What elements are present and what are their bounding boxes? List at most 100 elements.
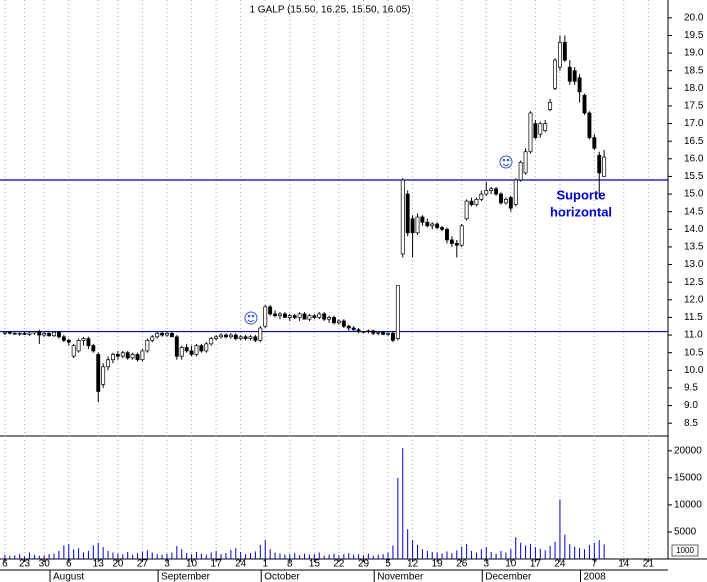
month-label: November xyxy=(377,572,424,582)
candle-body xyxy=(189,350,194,355)
candle-body xyxy=(263,306,268,327)
candle-body xyxy=(582,95,587,114)
y-tick-label: 11.0 xyxy=(684,330,703,341)
y-tick-label: 11.5 xyxy=(684,312,703,323)
candle-body xyxy=(37,331,42,336)
y-tick-label: 10.5 xyxy=(684,347,704,358)
candle-body xyxy=(47,332,52,337)
candle-body xyxy=(445,228,449,241)
candle-body xyxy=(557,42,562,68)
candle-body xyxy=(474,199,479,205)
annotation: horizontal xyxy=(550,204,612,219)
candle-body xyxy=(341,320,346,327)
candle-body xyxy=(390,332,395,341)
x-tick-label: 27 xyxy=(137,559,149,570)
candle-body xyxy=(125,352,130,359)
x-tick-label: 12 xyxy=(407,559,419,570)
candle-body xyxy=(130,354,135,359)
x-tick-label: 24 xyxy=(554,559,566,570)
y-tick-label: 15.0 xyxy=(684,189,704,200)
y-tick-label: 13.5 xyxy=(684,242,704,253)
smiley xyxy=(244,311,258,325)
candle-body xyxy=(194,345,199,355)
candle-body xyxy=(120,352,125,357)
candle-body xyxy=(386,332,390,335)
y-tick-label: 16.5 xyxy=(684,136,704,147)
volume-tick-label: 10000 xyxy=(674,500,702,511)
y-tick-label: 12.0 xyxy=(684,294,704,305)
candle-body xyxy=(346,325,351,329)
candle-body xyxy=(440,227,445,230)
candle-body xyxy=(32,331,37,334)
candle-body xyxy=(287,315,292,318)
y-tick-label: 8.5 xyxy=(684,418,698,429)
volume-tick-label: 15000 xyxy=(674,473,702,484)
candle-body xyxy=(17,332,22,335)
y-tick-label: 19.0 xyxy=(684,48,704,59)
candle-body xyxy=(204,343,209,352)
candle-body xyxy=(199,345,204,352)
candle-body xyxy=(464,200,469,220)
unit-box xyxy=(671,544,699,557)
candle-body xyxy=(165,332,169,336)
candle-body xyxy=(405,193,410,234)
x-tick-label: 19 xyxy=(432,559,444,570)
x-tick-label: 3 xyxy=(483,559,489,570)
x-tick-label: 6 xyxy=(66,559,72,570)
x-tick-label: 23 xyxy=(19,559,31,570)
candle-body xyxy=(317,313,322,318)
candle-body xyxy=(548,102,553,110)
candle-body xyxy=(7,331,12,334)
candle-body xyxy=(253,336,258,341)
x-tick-label: 21 xyxy=(643,559,655,570)
smiley xyxy=(499,155,513,169)
candle-body xyxy=(381,331,386,335)
candle-body xyxy=(111,354,115,361)
candle-body xyxy=(415,216,420,234)
y-tick-label: 20.0 xyxy=(684,12,704,23)
month-label: 2008 xyxy=(584,572,607,582)
y-tick-label: 9.5 xyxy=(684,383,698,394)
candle-body xyxy=(371,330,376,334)
y-tick-label: 9.0 xyxy=(684,400,698,411)
candle-body xyxy=(602,156,607,177)
candle-body xyxy=(42,332,47,336)
candle-body xyxy=(484,190,489,195)
candle-body xyxy=(115,354,120,357)
candle-body xyxy=(533,123,538,139)
candle-body xyxy=(96,354,101,392)
candle-body xyxy=(228,334,233,338)
candle-body xyxy=(523,151,528,174)
candle-body xyxy=(469,200,474,205)
y-tick-label: 13.0 xyxy=(684,259,704,270)
candle-body xyxy=(22,332,27,335)
x-tick-label: 24 xyxy=(235,559,247,570)
candle-body xyxy=(278,313,282,317)
x-tick-label: 14 xyxy=(618,559,630,570)
x-tick-label: 1 xyxy=(262,559,268,570)
y-tick-label: 15.5 xyxy=(684,171,704,182)
volume-unit: 1000 xyxy=(676,546,694,555)
y-tick-label: 14.0 xyxy=(684,224,704,235)
candle-body xyxy=(101,366,106,385)
candle-body xyxy=(366,330,371,332)
x-tick-label: 26 xyxy=(456,559,468,570)
x-tick-label: 8 xyxy=(287,559,293,570)
candle-body xyxy=(155,332,160,338)
candle-body xyxy=(528,112,533,153)
candle-body xyxy=(449,239,454,244)
month-label: September xyxy=(161,572,211,582)
candle-body xyxy=(592,137,597,149)
candle-body xyxy=(513,179,518,205)
candle-body xyxy=(454,243,459,246)
candle-body xyxy=(238,336,243,339)
x-tick-label: 7 xyxy=(592,559,598,570)
candle-body xyxy=(327,317,332,320)
x-tick-label: 10 xyxy=(186,559,198,570)
candle-body xyxy=(494,188,499,195)
candle-body xyxy=(282,313,287,318)
candle-body xyxy=(184,347,189,352)
candle-body xyxy=(81,338,86,341)
x-tick-label: 30 xyxy=(39,559,51,570)
